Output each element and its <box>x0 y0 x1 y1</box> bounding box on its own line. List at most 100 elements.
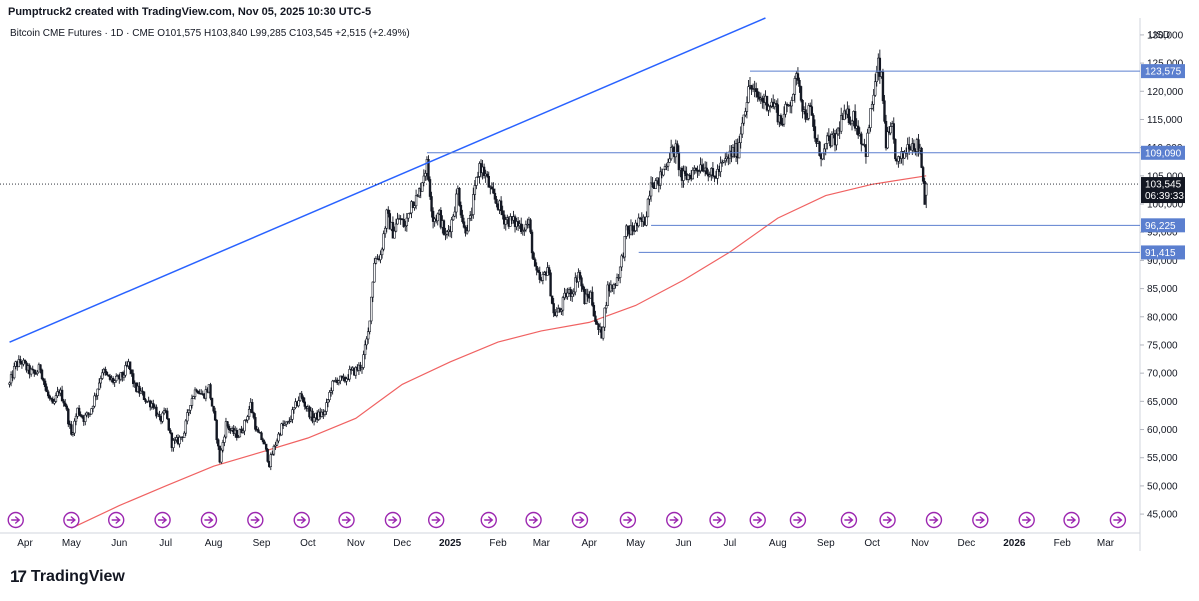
candle <box>874 73 877 97</box>
candle-body <box>162 410 166 414</box>
level-tag-bg <box>1141 218 1185 233</box>
candle <box>623 236 626 262</box>
event-icon[interactable] <box>108 511 125 529</box>
candle <box>482 163 486 179</box>
trendline <box>9 17 766 343</box>
candle-body <box>798 80 801 87</box>
candle-body <box>866 132 869 157</box>
candle-body <box>62 400 65 404</box>
candle-body <box>847 108 851 124</box>
candle <box>107 374 110 377</box>
candle-body <box>257 429 260 433</box>
event-icon[interactable] <box>1018 511 1035 529</box>
candle-body <box>266 449 269 462</box>
event-icon[interactable] <box>293 511 310 529</box>
candle <box>414 189 418 210</box>
candle-body <box>917 139 920 151</box>
level-price-tag[interactable]: 123,575 <box>1141 64 1185 79</box>
candle-body <box>782 113 786 125</box>
event-icon[interactable] <box>709 511 726 529</box>
candle <box>547 264 551 276</box>
candle <box>416 193 419 197</box>
candle-body <box>549 272 552 297</box>
event-icon[interactable] <box>972 511 989 529</box>
event-icon[interactable] <box>666 511 683 529</box>
candle-body <box>623 236 626 258</box>
candle-body <box>71 432 75 435</box>
x-tick-label: Jun <box>675 538 691 549</box>
candle <box>130 369 133 377</box>
candle <box>470 207 473 221</box>
candle <box>571 289 574 302</box>
event-icon[interactable] <box>749 511 766 529</box>
candle <box>499 196 503 216</box>
level-price-tag[interactable]: 91,415 <box>1141 245 1185 260</box>
candle <box>807 102 810 121</box>
candle-body <box>340 375 344 378</box>
event-icon[interactable] <box>840 511 858 529</box>
event-icon[interactable] <box>247 511 264 529</box>
candle-body <box>238 429 242 438</box>
candle-body <box>470 214 473 216</box>
candle-body <box>870 104 874 109</box>
event-icon[interactable] <box>1109 511 1127 529</box>
candle <box>90 408 93 415</box>
candle-body <box>524 224 528 231</box>
price-axis[interactable]: 45,000 50,000 55,000 60,000 65,000 70,000 75,0… <box>1140 30 1185 521</box>
candle-body <box>96 388 99 396</box>
candle-body <box>224 421 228 438</box>
event-icon[interactable] <box>7 511 24 529</box>
candle <box>70 421 73 436</box>
event-icon[interactable] <box>384 511 402 529</box>
candle-body <box>682 170 685 181</box>
event-icon[interactable] <box>789 511 807 529</box>
candle <box>204 385 208 402</box>
candle <box>23 359 27 364</box>
event-icon[interactable] <box>63 511 80 529</box>
candle <box>779 113 783 126</box>
candle <box>686 174 690 183</box>
candle <box>65 404 68 412</box>
candle-body <box>204 389 208 399</box>
candle-body <box>405 217 409 226</box>
event-icon[interactable] <box>879 511 896 529</box>
candle-body <box>894 138 897 160</box>
event-icon[interactable] <box>571 511 589 529</box>
candle <box>328 390 331 403</box>
event-icon[interactable] <box>1063 511 1080 529</box>
candle-body <box>867 127 871 134</box>
candle <box>705 161 708 175</box>
event-icon[interactable] <box>200 511 218 529</box>
candle-body <box>70 424 73 435</box>
candle <box>750 84 753 95</box>
candle-body <box>761 97 764 102</box>
candle <box>363 340 367 360</box>
event-icon[interactable] <box>338 511 355 529</box>
candle-body <box>79 414 82 416</box>
x-tick-label: Aug <box>769 538 787 549</box>
event-icon[interactable] <box>619 511 637 529</box>
tradingview-logo[interactable]: 17 TradingView <box>10 567 125 587</box>
event-icon[interactable] <box>525 511 542 529</box>
time-axis[interactable]: Apr May Jun Jul Aug Sep Oct Nov Dec 2025 Feb Mar Apr… <box>17 538 1115 549</box>
candle-body <box>580 277 583 287</box>
candle-body <box>43 380 47 388</box>
candle-body <box>74 415 78 422</box>
event-icon[interactable] <box>427 511 445 529</box>
event-icon[interactable] <box>154 511 171 529</box>
event-icon[interactable] <box>480 511 497 529</box>
candle <box>190 394 194 409</box>
candle-body <box>42 378 45 382</box>
candle-body <box>394 223 398 232</box>
level-price-tag[interactable]: 96,225 <box>1141 218 1185 233</box>
candle-body <box>605 305 608 309</box>
candle <box>215 419 218 444</box>
event-icon[interactable] <box>925 511 943 529</box>
candle <box>411 201 415 209</box>
candle <box>79 411 82 418</box>
level-price-tag[interactable]: 109,090 <box>1141 145 1185 160</box>
candle-body <box>108 375 112 380</box>
candle <box>379 250 382 264</box>
